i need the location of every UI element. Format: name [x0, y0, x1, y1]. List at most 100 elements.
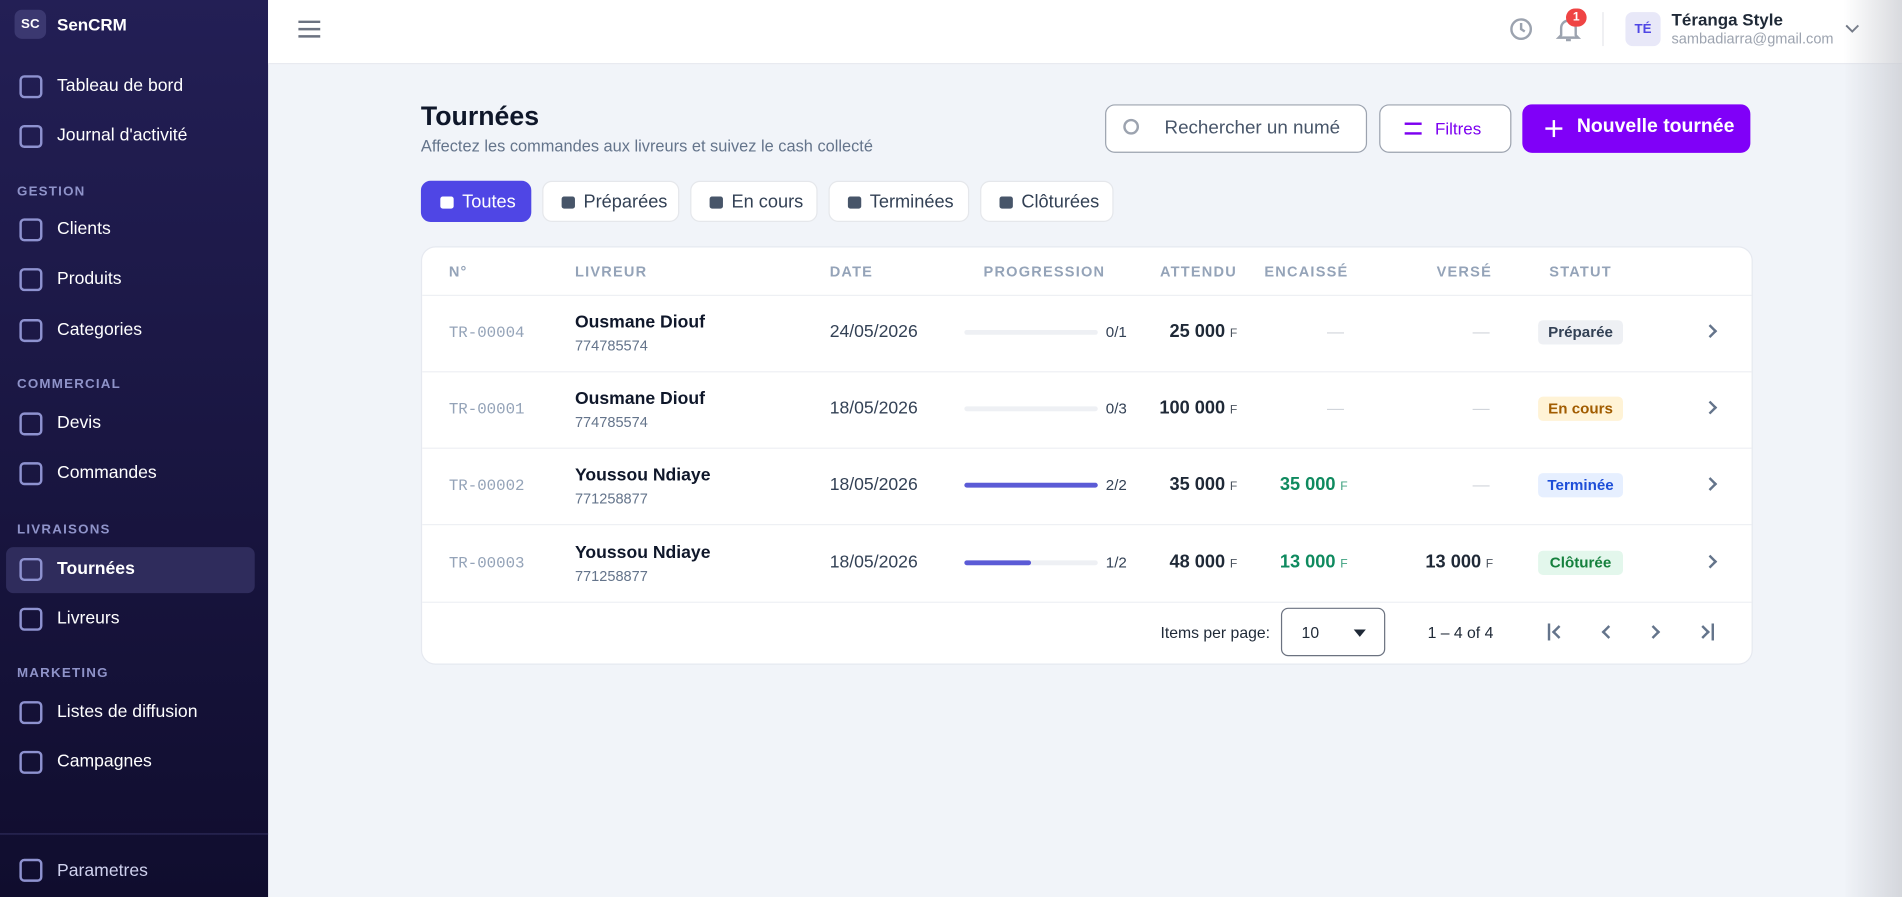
- nav-icon: [19, 268, 43, 292]
- tour-number[interactable]: TR-00004: [448, 323, 525, 343]
- page-nav-button[interactable]: [1551, 625, 1566, 639]
- tab-label: Préparées: [583, 191, 668, 213]
- nav-item[interactable]: Listes de diffusion: [57, 702, 198, 722]
- page-nav-button[interactable]: [1601, 625, 1616, 639]
- nav-item[interactable]: Produits: [57, 269, 122, 289]
- nav-item[interactable]: Campagnes: [57, 752, 152, 772]
- progress-label: 1/2: [1105, 554, 1127, 572]
- divider: [1602, 12, 1604, 47]
- status-badge: Clôturée: [1538, 550, 1624, 575]
- row-line: [422, 447, 1752, 449]
- page-nav-button[interactable]: [1696, 625, 1710, 639]
- filters-label: Filtres: [1434, 118, 1482, 139]
- currency: F: [1229, 557, 1238, 572]
- tab-icon: [561, 196, 575, 209]
- column-header: DATE: [829, 263, 874, 281]
- column-header: VERSÉ: [1436, 263, 1493, 281]
- new-button[interactable]: Nouvelle tournée: [1522, 104, 1751, 153]
- tab[interactable]: Préparées: [542, 180, 680, 222]
- row-chevron[interactable]: [1703, 477, 1718, 491]
- tab[interactable]: Terminées: [828, 180, 970, 222]
- logo: SC: [14, 9, 47, 39]
- history-icon[interactable]: [1508, 16, 1535, 43]
- empty-amount: —: [1327, 321, 1345, 341]
- driver-name: Ousmane Diouf: [574, 389, 705, 409]
- column-header: ATTENDU: [1159, 263, 1237, 281]
- table-card: N° LIVREUR DATE PROGRESSION ATTENDU ENCAISSÉ V…: [420, 246, 1753, 665]
- tour-number[interactable]: TR-00001: [448, 400, 525, 419]
- page-size-select[interactable]: 10: [1280, 607, 1386, 657]
- page-nav-bar: [1547, 623, 1551, 641]
- amount: 48 000: [1169, 551, 1226, 573]
- tour-number[interactable]: TR-00003: [448, 554, 525, 573]
- nav-item[interactable]: Devis: [57, 413, 102, 434]
- tab-icon: [440, 196, 454, 209]
- search-icon: [1123, 118, 1140, 135]
- amount: 13 000: [1425, 551, 1482, 573]
- column-header: ENCAISSÉ: [1264, 263, 1349, 281]
- header-line: [422, 294, 1752, 296]
- page-range: 1 – 4 of 4: [1427, 623, 1494, 642]
- nav-icon: [19, 701, 43, 725]
- currency: F: [1485, 557, 1494, 572]
- select-arrow: [1353, 629, 1366, 637]
- nav-item[interactable]: Livreurs: [57, 608, 120, 629]
- nav-icon: [19, 462, 43, 486]
- tab-label: En cours: [731, 191, 804, 213]
- row-chevron[interactable]: [1703, 324, 1718, 339]
- tab[interactable]: Toutes: [420, 180, 532, 222]
- tab-label: Toutes: [462, 191, 516, 213]
- filter-icon: [1404, 122, 1422, 135]
- nav-item[interactable]: Tournées: [57, 559, 135, 579]
- column-header: LIVREUR: [574, 263, 648, 281]
- tab[interactable]: En cours: [690, 180, 818, 222]
- driver-name: Ousmane Diouf: [574, 312, 705, 333]
- amount: 25 000: [1169, 321, 1226, 343]
- nav-item[interactable]: Clients: [57, 219, 111, 239]
- progress-label: 0/3: [1105, 400, 1127, 418]
- currency: F: [1229, 327, 1238, 341]
- progress-label: 0/1: [1105, 323, 1127, 341]
- tour-number[interactable]: TR-00002: [448, 476, 525, 495]
- date: 18/05/2026: [829, 553, 918, 573]
- date: 18/05/2026: [829, 475, 918, 495]
- nav-icon: [19, 750, 43, 774]
- nav-icon: [19, 124, 43, 148]
- row-line: [422, 601, 1752, 603]
- driver-name: Youssou Ndiaye: [574, 543, 711, 563]
- nav-item[interactable]: Journal d'activité: [57, 126, 188, 146]
- edge-shade: [1843, 0, 1902, 897]
- driver-name: Youssou Ndiaye: [574, 465, 711, 486]
- tab-icon: [847, 196, 862, 209]
- user-avatar[interactable]: TÉ: [1625, 12, 1661, 47]
- amount: 100 000: [1159, 397, 1226, 419]
- nav-item[interactable]: Tableau de bord: [57, 76, 184, 96]
- nav-icon: [19, 607, 43, 631]
- page-nav-button[interactable]: [1646, 625, 1661, 639]
- search-box[interactable]: Rechercher un numé: [1105, 104, 1368, 153]
- nav-section-label: MARKETING: [16, 665, 109, 681]
- nav-item[interactable]: Categories: [57, 320, 143, 340]
- sidebar: SC SenCRM Tableau de bord Journal d'activit…: [0, 0, 269, 897]
- menu-toggle[interactable]: [297, 17, 321, 41]
- nav-icon: [19, 557, 43, 582]
- nav-icon: [19, 218, 43, 242]
- page-subtitle: Affectez les commandes aux livreurs et s…: [420, 137, 873, 156]
- top-bar: 1 TÉ Téranga Style sambadiarra@gmail.com: [268, 0, 1902, 65]
- filters-button[interactable]: Filtres: [1379, 104, 1512, 153]
- progress-track: [964, 406, 1098, 412]
- progress-track: [964, 482, 1098, 488]
- amount: 35 000: [1169, 474, 1226, 495]
- row-chevron[interactable]: [1703, 554, 1718, 569]
- currency: F: [1340, 557, 1348, 572]
- row-chevron[interactable]: [1703, 400, 1718, 415]
- nav-item[interactable]: Commandes: [57, 463, 157, 483]
- status-badge: Préparée: [1538, 320, 1624, 345]
- progress-bar: [964, 560, 1032, 566]
- status-badge: Terminée: [1538, 473, 1624, 498]
- tab[interactable]: Clôturées: [980, 180, 1114, 222]
- nav-section-label: GESTION: [16, 184, 86, 199]
- nav-item[interactable]: Parametres: [57, 861, 148, 881]
